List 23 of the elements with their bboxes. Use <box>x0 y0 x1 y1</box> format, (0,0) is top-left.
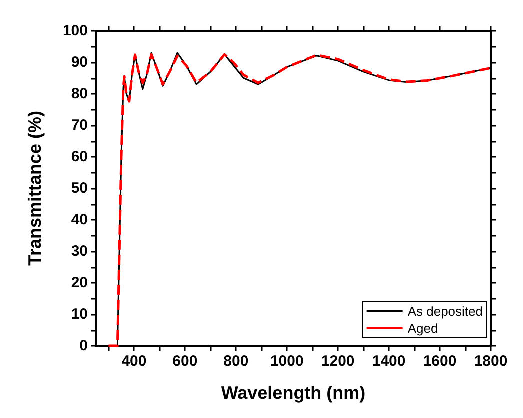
x-tick-label: 1400 <box>372 353 406 370</box>
y-tick-label: 10 <box>71 306 88 323</box>
x-tick-label: 600 <box>172 353 198 370</box>
legend-label: Aged <box>408 321 438 336</box>
y-tick-label: 0 <box>80 338 88 354</box>
y-tick-label: 50 <box>71 180 88 197</box>
y-tick-label: 60 <box>71 148 88 166</box>
y-tick-label: 80 <box>71 86 88 102</box>
y-tick-label: 100 <box>62 22 88 40</box>
y-axis-title: Transmittance (%) <box>25 110 45 266</box>
y-tick-label: 30 <box>71 243 88 260</box>
y-tick-label: 20 <box>71 274 88 292</box>
x-tick-label: 800 <box>224 353 249 370</box>
x-tick-label: 1800 <box>474 353 508 370</box>
x-tick-label: 1600 <box>423 353 457 370</box>
y-tick-label: 40 <box>71 212 88 228</box>
y-tick-label: 90 <box>71 54 88 71</box>
y-tick-label: 70 <box>71 117 88 134</box>
x-tick-label: 1000 <box>270 353 304 370</box>
x-tick-label: 1200 <box>321 353 355 370</box>
x-tick-label: 400 <box>122 353 147 370</box>
x-axis-title: Wavelength (nm) <box>221 383 366 403</box>
legend-label: As deposited <box>408 304 484 319</box>
